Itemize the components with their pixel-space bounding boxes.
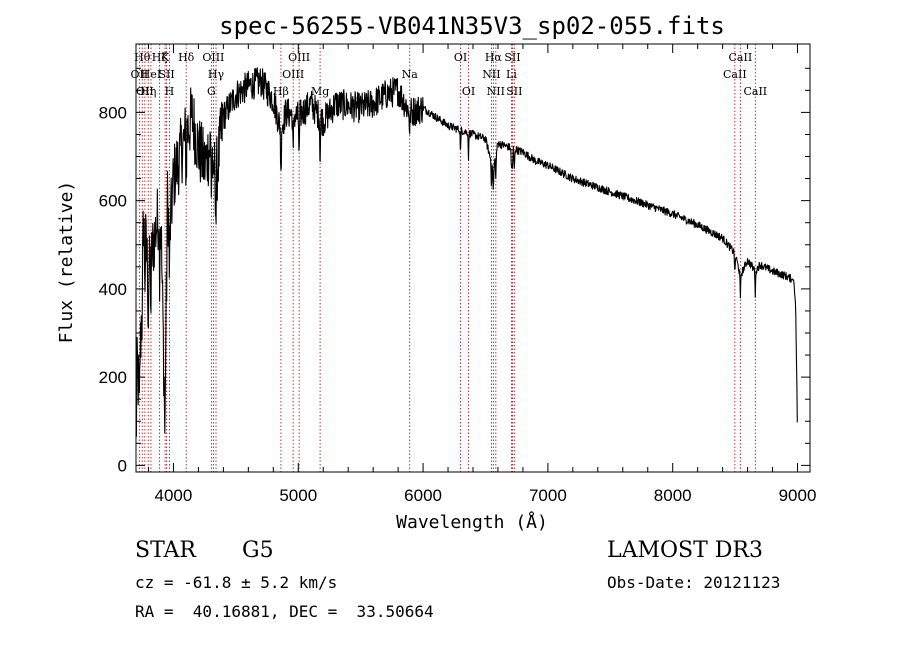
line-label: OII [131,68,149,81]
y-tick-label: 200 [99,368,127,387]
line-label: K [161,51,170,64]
redshift-cz: cz = -61.8 ± 5.2 km/s [135,573,338,592]
obs-date: Obs-Date: 20121123 [607,573,781,592]
line-label: Hα [485,51,503,64]
line-label: OIII [202,51,224,64]
line-label: SII [506,85,522,98]
line-label: Hθ [134,51,151,64]
line-label: OI [454,51,467,64]
line-label: Hδ [178,51,195,64]
line-label: OIII [288,51,310,64]
line-label: OI [462,85,475,98]
spectral-subclass: G5 [242,538,274,563]
line-label: SII [504,51,520,64]
x-tick-label: 5000 [279,486,317,505]
survey-name: LAMOST DR3 [607,538,763,563]
line-label: NII [482,68,500,81]
plot-frame [135,43,811,473]
line-label: Mg [311,85,329,98]
line-markers [138,44,756,472]
line-label: Na [402,68,419,81]
line-label: NII [487,85,505,98]
line-label: Hβ [273,85,289,98]
x-tick-label: 6000 [404,486,442,505]
y-tick-label: 0 [118,456,127,475]
line-label: CaII [729,51,753,64]
y-tick-label: 600 [99,192,127,211]
line-label: Li [506,68,517,81]
y-tick-label: 800 [99,103,127,122]
x-tick-label: 8000 [654,486,692,505]
line-label: G [207,85,216,98]
line-label: Hη [140,85,156,98]
axis-ticks: 4000 5000 6000 7000 8000 9000 0 200 400 600 800 [99,44,817,505]
spectrum-line [135,67,798,438]
line-labels: OIIHθOIIHηHeIHζKSIIHHδGOIIIHγHβOIIIOIIIM… [131,51,768,98]
line-label: OIII [282,68,304,81]
line-label: SII [158,68,174,81]
line-label: Hζ [152,51,168,64]
chart-title: spec-56255-VB041N35V3_sp02-055.fits [219,12,725,40]
x-tick-label: 4000 [155,486,193,505]
y-axis-label: Flux (relative) [56,181,77,344]
x-axis-label: Wavelength (Å) [396,511,548,533]
line-label: OII [136,85,154,98]
coordinates: RA = 40.16881, DEC = 33.50664 [135,602,434,621]
x-tick-label: 7000 [529,486,567,505]
line-label: HeI [141,68,161,81]
object-class: STAR [135,538,196,563]
x-tick-label: 9000 [779,486,817,505]
line-label: CaII [743,85,767,98]
line-label: CaII [723,68,747,81]
line-label: Hγ [208,68,225,81]
y-tick-label: 400 [99,280,127,299]
line-label: H [165,85,175,98]
